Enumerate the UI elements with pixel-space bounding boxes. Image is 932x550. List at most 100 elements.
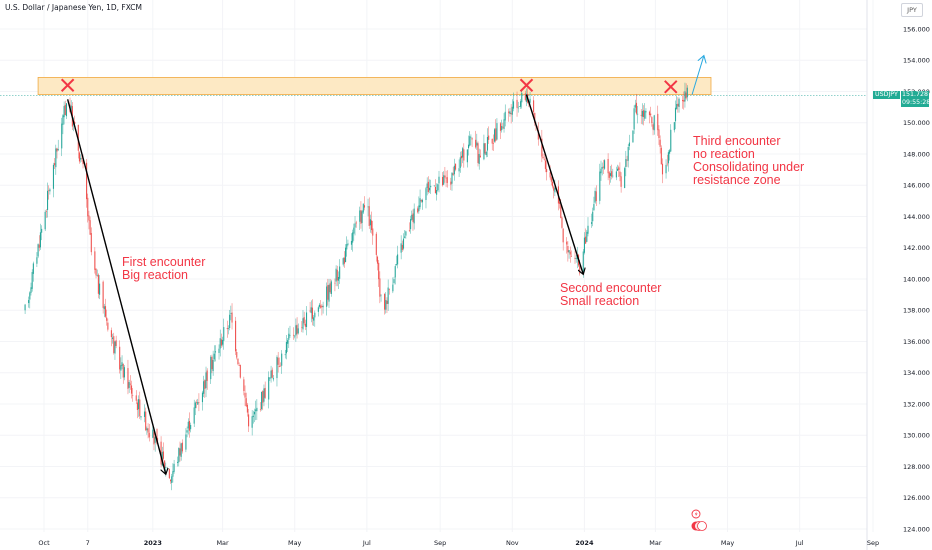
candlestick[interactable] [488,126,490,144]
candlestick[interactable] [562,228,564,251]
candlestick[interactable] [263,384,265,407]
candlestick[interactable] [665,159,667,179]
candlestick[interactable] [586,229,588,243]
candlestick[interactable] [674,100,677,130]
candlestick[interactable] [261,391,263,411]
candlestick[interactable] [427,176,429,194]
candlestick[interactable] [657,105,659,136]
candlestick[interactable] [321,303,323,316]
candlestick[interactable] [104,298,107,318]
candlestick[interactable] [368,197,370,229]
candlestick[interactable] [686,85,688,102]
candlestick[interactable] [30,282,32,296]
candlestick[interactable] [404,230,406,239]
candlestick[interactable] [253,408,256,423]
candlestick[interactable] [430,179,432,194]
candlestick[interactable] [248,408,250,433]
candlestick[interactable] [320,300,322,309]
candlestick[interactable] [279,362,282,367]
candlestick[interactable] [146,426,148,435]
candlestick[interactable] [61,117,63,157]
candlestick[interactable] [352,229,354,252]
candlestick[interactable] [479,149,481,158]
candlestick[interactable] [503,113,505,133]
candlestick[interactable] [669,148,671,161]
candlestick[interactable] [541,129,543,163]
candlestick[interactable] [203,375,205,398]
candlestick[interactable] [618,165,620,177]
candlestick[interactable] [301,321,303,333]
candlestick[interactable] [129,375,131,390]
candlestick[interactable] [450,177,452,191]
candlestick[interactable] [375,231,377,262]
candlestick[interactable] [608,171,610,185]
candlestick[interactable] [259,402,261,412]
candlestick[interactable] [138,395,140,417]
candlestick[interactable] [550,176,552,186]
candlestick[interactable] [458,159,460,177]
candlestick[interactable] [235,316,237,355]
candlestick[interactable] [478,148,480,170]
candlestick[interactable] [213,345,215,362]
candlestick[interactable] [97,273,99,299]
candlestick[interactable] [55,144,57,175]
candlestick[interactable] [495,119,497,143]
candlestick[interactable] [607,153,609,181]
candlestick[interactable] [287,338,289,353]
candlestick[interactable] [354,215,356,236]
candlestick[interactable] [601,162,603,176]
candlestick[interactable] [110,327,112,347]
candlestick[interactable] [436,183,438,201]
candlestick[interactable] [276,355,278,387]
candlestick[interactable] [641,103,643,125]
candlestick[interactable] [45,209,47,218]
candlestick[interactable] [444,166,446,183]
candlestick[interactable] [29,291,31,309]
candlestick[interactable] [255,400,257,421]
candlestick[interactable] [384,293,386,315]
candlestick[interactable] [52,162,55,198]
candlestick[interactable] [567,240,569,262]
candlestick[interactable] [54,158,56,170]
candlestick[interactable] [24,303,26,314]
candlestick[interactable] [90,227,92,256]
candlestick[interactable] [269,377,271,381]
candlestick[interactable] [494,128,496,143]
candlestick[interactable] [463,143,465,168]
candlestick[interactable] [229,309,231,331]
candlestick[interactable] [313,315,315,326]
candlestick[interactable] [615,166,617,181]
candlestick[interactable] [63,101,65,125]
candlestick[interactable] [262,390,264,411]
candlestick[interactable] [246,402,248,417]
candlestick[interactable] [434,179,436,194]
candlestick[interactable] [569,246,571,263]
candlestick[interactable] [395,255,397,266]
candlestick[interactable] [123,365,125,381]
candlestick[interactable] [281,350,283,374]
candlestick[interactable] [244,385,246,407]
candlestick[interactable] [310,300,312,323]
candlestick[interactable] [470,134,472,146]
candlestick[interactable] [510,104,512,124]
candlestick[interactable] [587,217,589,237]
candlestick[interactable] [169,479,172,484]
candlestick[interactable] [485,150,487,158]
candlestick[interactable] [682,95,684,109]
candlestick[interactable] [611,164,613,180]
candlestick[interactable] [343,251,345,268]
candlestick[interactable] [278,357,280,368]
candlestick[interactable] [334,278,336,292]
candlestick[interactable] [413,203,415,230]
candlestick[interactable] [38,235,40,252]
candlestick[interactable] [270,365,272,383]
candlestick[interactable] [160,436,162,468]
candlestick[interactable] [637,105,639,124]
candlestick[interactable] [418,196,420,214]
candlestick[interactable] [379,271,381,304]
candlestick[interactable] [466,149,468,168]
candlestick[interactable] [678,97,680,113]
candlestick[interactable] [453,158,455,181]
candlestick[interactable] [238,362,240,366]
